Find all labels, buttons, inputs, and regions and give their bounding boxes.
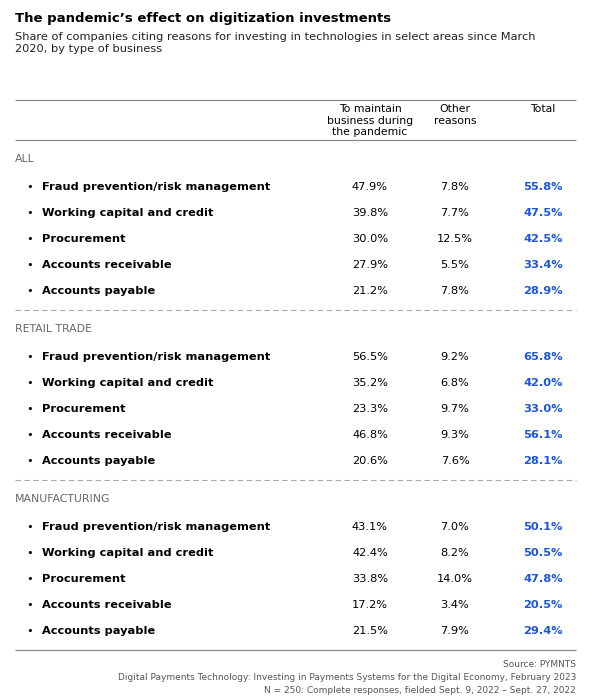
Text: 56.1%: 56.1%: [523, 430, 563, 440]
Text: Accounts payable: Accounts payable: [42, 626, 155, 636]
Text: Procurement: Procurement: [42, 234, 125, 244]
Text: •: •: [27, 548, 33, 558]
Text: •: •: [27, 600, 33, 610]
Text: Working capital and credit: Working capital and credit: [42, 548, 213, 558]
Text: N = 250: Complete responses, fielded Sept. 9, 2022 – Sept. 27, 2022: N = 250: Complete responses, fielded Sep…: [264, 686, 576, 695]
Text: 30.0%: 30.0%: [352, 234, 388, 244]
Text: •: •: [27, 352, 33, 362]
Text: •: •: [27, 404, 33, 414]
Text: Total: Total: [530, 104, 556, 114]
Text: Accounts receivable: Accounts receivable: [42, 600, 171, 610]
Text: 42.4%: 42.4%: [352, 548, 388, 558]
Text: 47.8%: 47.8%: [523, 574, 563, 584]
Text: 35.2%: 35.2%: [352, 378, 388, 388]
Text: 7.6%: 7.6%: [441, 456, 469, 466]
Text: 33.8%: 33.8%: [352, 574, 388, 584]
Text: Accounts receivable: Accounts receivable: [42, 430, 171, 440]
Text: 55.8%: 55.8%: [523, 182, 563, 192]
Text: Accounts payable: Accounts payable: [42, 286, 155, 296]
Text: 42.0%: 42.0%: [523, 378, 563, 388]
Text: •: •: [27, 378, 33, 388]
Text: Fraud prevention/risk management: Fraud prevention/risk management: [42, 522, 270, 532]
Text: 7.9%: 7.9%: [440, 626, 469, 636]
Text: 56.5%: 56.5%: [352, 352, 388, 362]
Text: Procurement: Procurement: [42, 574, 125, 584]
Text: 33.4%: 33.4%: [523, 260, 563, 270]
Text: 7.0%: 7.0%: [440, 522, 469, 532]
Text: 39.8%: 39.8%: [352, 208, 388, 218]
Text: •: •: [27, 456, 33, 466]
Text: 9.7%: 9.7%: [440, 404, 469, 414]
Text: 50.1%: 50.1%: [523, 522, 563, 532]
Text: •: •: [27, 626, 33, 636]
Text: •: •: [27, 208, 33, 218]
Text: Procurement: Procurement: [42, 404, 125, 414]
Text: Accounts payable: Accounts payable: [42, 456, 155, 466]
Text: 42.5%: 42.5%: [523, 234, 563, 244]
Text: 9.3%: 9.3%: [440, 430, 469, 440]
Text: Working capital and credit: Working capital and credit: [42, 378, 213, 388]
Text: 46.8%: 46.8%: [352, 430, 388, 440]
Text: 21.2%: 21.2%: [352, 286, 388, 296]
Text: 21.5%: 21.5%: [352, 626, 388, 636]
Text: 20.6%: 20.6%: [352, 456, 388, 466]
Text: 29.4%: 29.4%: [523, 626, 563, 636]
Text: Fraud prevention/risk management: Fraud prevention/risk management: [42, 182, 270, 192]
Text: 5.5%: 5.5%: [440, 260, 469, 270]
Text: Share of companies citing reasons for investing in technologies in select areas : Share of companies citing reasons for in…: [15, 32, 535, 54]
Text: 27.9%: 27.9%: [352, 260, 388, 270]
Text: •: •: [27, 286, 33, 296]
Text: 6.8%: 6.8%: [441, 378, 469, 388]
Text: The pandemic’s effect on digitization investments: The pandemic’s effect on digitization in…: [15, 12, 391, 25]
Text: 28.1%: 28.1%: [523, 456, 563, 466]
Text: 50.5%: 50.5%: [523, 548, 563, 558]
Text: •: •: [27, 234, 33, 244]
Text: 14.0%: 14.0%: [437, 574, 473, 584]
Text: 28.9%: 28.9%: [523, 286, 563, 296]
Text: 23.3%: 23.3%: [352, 404, 388, 414]
Text: 65.8%: 65.8%: [523, 352, 563, 362]
Text: To maintain
business during
the pandemic: To maintain business during the pandemic: [327, 104, 413, 137]
Text: 33.0%: 33.0%: [523, 404, 563, 414]
Text: 7.8%: 7.8%: [440, 182, 469, 192]
Text: 43.1%: 43.1%: [352, 522, 388, 532]
Text: 3.4%: 3.4%: [441, 600, 469, 610]
Text: •: •: [27, 574, 33, 584]
Text: •: •: [27, 430, 33, 440]
Text: MANUFACTURING: MANUFACTURING: [15, 494, 111, 504]
Text: •: •: [27, 522, 33, 532]
Text: 7.8%: 7.8%: [440, 286, 469, 296]
Text: Fraud prevention/risk management: Fraud prevention/risk management: [42, 352, 270, 362]
Text: •: •: [27, 260, 33, 270]
Text: 47.9%: 47.9%: [352, 182, 388, 192]
Text: 12.5%: 12.5%: [437, 234, 473, 244]
Text: 8.2%: 8.2%: [441, 548, 469, 558]
Text: Digital Payments Technology: Investing in Payments Systems for the Digital Econo: Digital Payments Technology: Investing i…: [118, 673, 576, 682]
Text: Other
reasons: Other reasons: [434, 104, 476, 125]
Text: 47.5%: 47.5%: [523, 208, 563, 218]
Text: 7.7%: 7.7%: [440, 208, 469, 218]
Text: RETAIL TRADE: RETAIL TRADE: [15, 324, 92, 334]
Text: 9.2%: 9.2%: [441, 352, 469, 362]
Text: 20.5%: 20.5%: [523, 600, 563, 610]
Text: •: •: [27, 182, 33, 192]
Text: Source: PYMNTS: Source: PYMNTS: [503, 660, 576, 669]
Text: ALL: ALL: [15, 154, 35, 164]
Text: Working capital and credit: Working capital and credit: [42, 208, 213, 218]
Text: Accounts receivable: Accounts receivable: [42, 260, 171, 270]
Text: 17.2%: 17.2%: [352, 600, 388, 610]
